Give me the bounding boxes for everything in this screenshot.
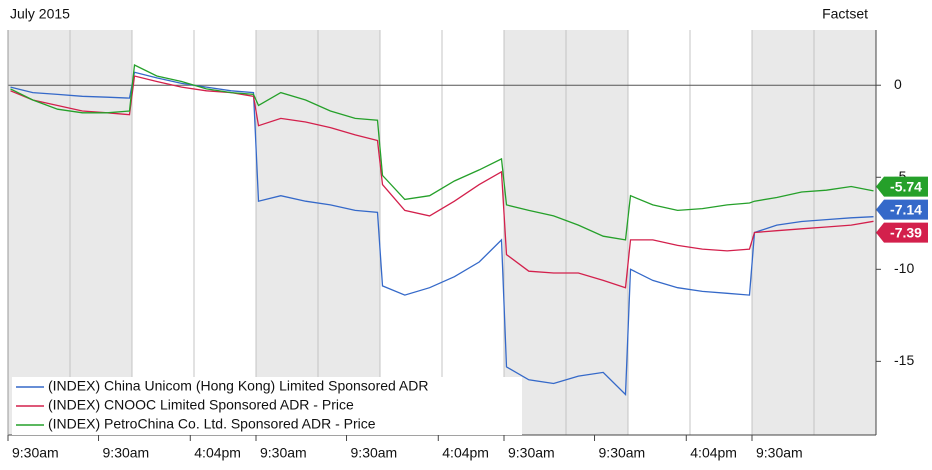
legend-label: (INDEX) CNOOC Limited Sponsored ADR - Pr…	[48, 397, 354, 413]
series-line	[10, 64, 874, 241]
last-value-label: -5.74	[890, 178, 922, 194]
badges: -5.74 -7.14 -7.39	[876, 176, 928, 243]
x-tick-label: 4:04pm	[194, 445, 241, 461]
source: Factset	[822, 6, 868, 22]
lines	[10, 64, 874, 397]
x-tick-label: 9:30am	[599, 445, 646, 461]
x-tick-label: 9:30am	[756, 445, 803, 461]
y-tick-label: -15	[894, 352, 914, 368]
y-tick-label: 0	[894, 76, 902, 92]
chart-title: July 2015	[10, 6, 70, 22]
series-line	[10, 75, 874, 289]
series-line	[10, 71, 874, 397]
last-value-label: -7.39	[890, 224, 922, 240]
last-value-label: -7.14	[890, 201, 922, 217]
grid	[8, 30, 876, 435]
badge	[876, 199, 928, 220]
badge	[876, 176, 928, 197]
x-tick-label: 9:30am	[508, 445, 555, 461]
badge	[876, 222, 928, 243]
legend-label: (INDEX) China Unicom (Hong Kong) Limited…	[48, 378, 429, 394]
x-tick-label: 9:30am	[351, 445, 398, 461]
x-tick-label: 9:30am	[260, 445, 307, 461]
y-tick-label: -10	[894, 260, 914, 276]
x-tick-label: 4:04pm	[442, 445, 489, 461]
legend-label: (INDEX) PetroChina Co. Ltd. Sponsored AD…	[48, 416, 376, 432]
x-tick-label: 4:04pm	[690, 445, 737, 461]
x-tick-label: 9:30am	[103, 445, 150, 461]
legend-box	[12, 377, 522, 435]
legend: (INDEX) China Unicom (Hong Kong) Limited…	[12, 377, 522, 435]
x-tick-label: 9:30am	[12, 445, 59, 461]
